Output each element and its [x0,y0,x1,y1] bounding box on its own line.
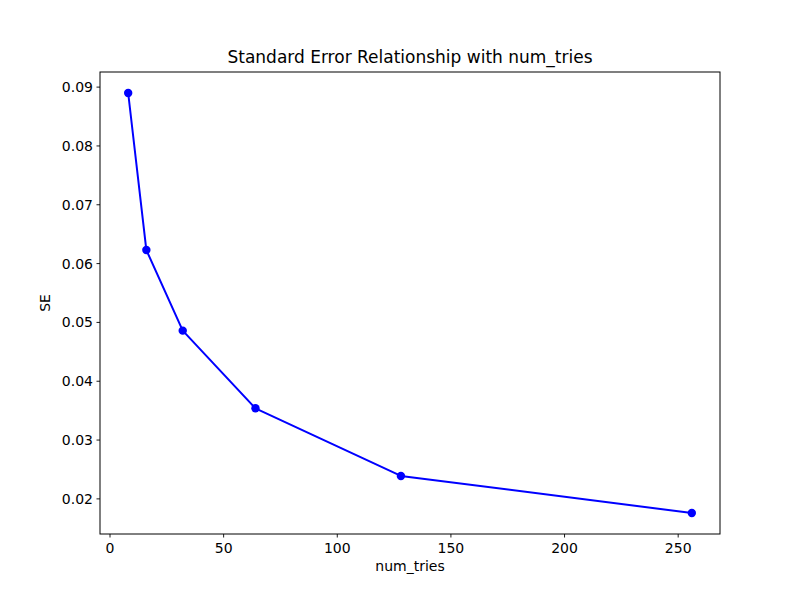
y-tick-label: 0.06 [62,256,93,272]
y-tick-label: 0.04 [62,373,93,389]
data-point-marker [142,246,150,254]
x-tick-label: 50 [215,540,233,556]
y-tick-label: 0.02 [62,491,93,507]
data-point-marker [251,404,259,412]
y-tick-label: 0.07 [62,197,93,213]
data-point-marker [397,472,405,480]
chart-title: Standard Error Relationship with num_tri… [227,47,592,68]
data-point-marker [124,89,132,97]
y-axis: 0.02 0.03 0.04 0.05 0.06 0.07 0.08 0.09 [62,79,100,507]
x-tick-label: 250 [665,540,692,556]
y-tick-label: 0.03 [62,432,93,448]
x-tick-label: 200 [551,540,578,556]
x-axis-label: num_tries [375,558,444,574]
y-tick-label: 0.05 [62,314,93,330]
se-line-chart: 0 50 100 150 200 250 0.02 0.03 0.04 0.05 0.06 0.07… [0,0,800,600]
x-tick-label: 150 [438,540,465,556]
x-axis: 0 50 100 150 200 250 [106,534,692,556]
data-point-marker [688,509,696,517]
y-tick-label: 0.09 [62,79,93,95]
y-axis-label: SE [37,294,53,312]
plot-area [100,72,720,534]
figure: 0 50 100 150 200 250 0.02 0.03 0.04 0.05 0.06 0.07… [0,0,800,600]
y-tick-label: 0.08 [62,138,93,154]
x-tick-label: 100 [324,540,351,556]
x-tick-label: 0 [106,540,115,556]
data-point-marker [179,326,187,334]
